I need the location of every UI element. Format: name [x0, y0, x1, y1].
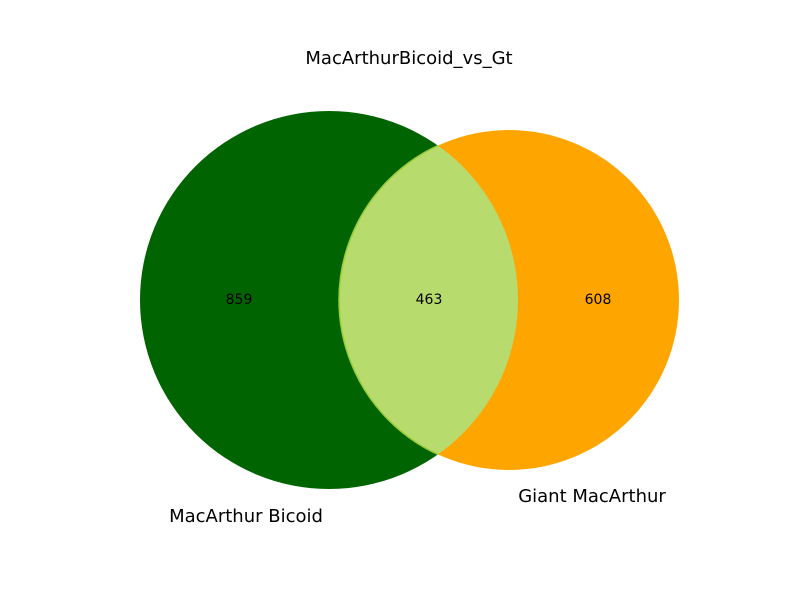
- set-a-label: MacArthur Bicoid: [169, 506, 323, 527]
- intersection-count: 463: [416, 292, 443, 308]
- set-b-label: Giant MacArthur: [518, 486, 666, 507]
- diagram-title: MacArthurBicoid_vs_Gt: [305, 48, 512, 69]
- set-a-only-count: 859: [226, 292, 253, 308]
- set-b-only-count: 608: [585, 292, 612, 308]
